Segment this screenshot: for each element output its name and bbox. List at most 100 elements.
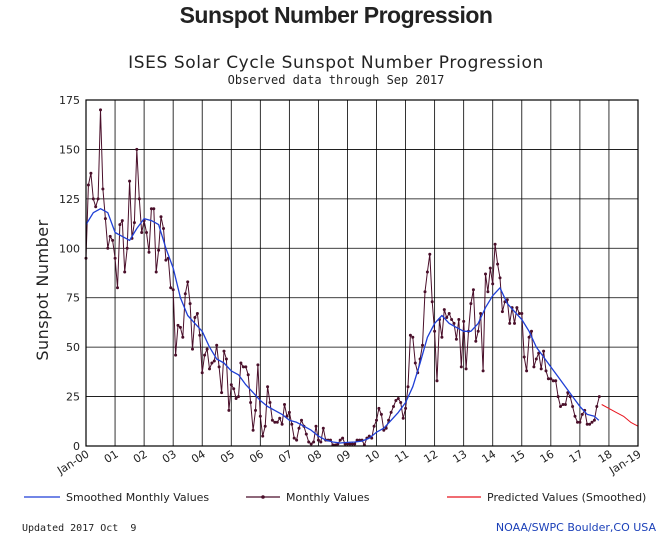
data-point-monthly <box>229 383 233 387</box>
data-point-monthly <box>488 266 492 270</box>
data-point-monthly <box>498 276 502 280</box>
data-point-monthly <box>561 403 565 406</box>
data-point-monthly <box>275 420 279 424</box>
data-point-monthly <box>546 377 550 381</box>
data-point-monthly <box>445 316 449 319</box>
x-tick-label: 06 <box>247 448 266 466</box>
data-point-monthly <box>527 335 531 339</box>
data-point-monthly <box>423 290 427 294</box>
x-tick-label: 09 <box>334 448 353 466</box>
data-point-monthly <box>183 292 187 296</box>
data-point-monthly <box>224 357 228 361</box>
data-point-monthly <box>137 197 141 201</box>
data-point-monthly <box>239 361 243 365</box>
data-point-monthly <box>222 349 226 353</box>
data-point-monthly <box>500 310 504 314</box>
series-line-smoothed <box>85 208 600 444</box>
data-point-monthly <box>532 365 536 369</box>
data-point-monthly <box>355 438 359 442</box>
data-point-monthly <box>193 316 197 319</box>
y-tick-label: 175 <box>59 94 80 107</box>
data-point-monthly <box>212 359 216 363</box>
chart-title: ISES Solar Cycle Sunspot Number Progress… <box>128 53 544 73</box>
data-point-monthly <box>597 395 601 399</box>
data-point-monthly <box>321 426 325 430</box>
data-point-monthly <box>481 369 485 373</box>
data-point-monthly <box>232 387 236 391</box>
x-tick-label: 07 <box>276 448 295 466</box>
data-point-monthly <box>399 401 403 404</box>
data-point-monthly <box>94 205 98 209</box>
data-point-monthly <box>450 318 454 321</box>
data-point-monthly <box>346 442 349 446</box>
x-tick-label: 11 <box>392 448 411 466</box>
data-point-monthly <box>576 420 579 424</box>
data-point-monthly <box>353 442 357 446</box>
data-point-monthly <box>440 335 444 339</box>
data-point-monthly <box>162 227 165 230</box>
data-point-monthly <box>132 221 136 225</box>
x-tick-label: 10 <box>363 448 382 466</box>
data-point-monthly <box>254 408 257 412</box>
legend-label-monthly: Monthly Values <box>286 491 370 504</box>
data-point-monthly <box>534 357 538 361</box>
data-point-monthly <box>433 329 437 333</box>
data-point-monthly <box>203 353 207 357</box>
data-point-monthly <box>338 438 342 442</box>
data-point-monthly <box>568 395 572 399</box>
legend-marker-monthly <box>261 495 265 499</box>
data-point-monthly <box>464 367 468 371</box>
data-point-monthly <box>491 282 495 286</box>
data-point-monthly <box>350 442 354 446</box>
data-point-monthly <box>251 428 255 432</box>
x-tick-label: 04 <box>189 448 208 466</box>
data-point-monthly <box>389 410 393 414</box>
x-tick-label: 08 <box>305 448 324 466</box>
data-point-monthly <box>249 401 253 404</box>
data-point-monthly <box>379 412 383 416</box>
y-axis-ticks: 0 25 50 75 100 125 150 175 <box>59 94 80 453</box>
data-point-monthly <box>283 403 286 406</box>
data-point-monthly <box>401 416 405 420</box>
data-point-monthly <box>592 418 596 422</box>
data-point-monthly <box>96 197 100 201</box>
data-point-monthly <box>307 440 311 444</box>
data-point-monthly <box>454 337 458 341</box>
x-tick-label: 12 <box>421 448 440 466</box>
data-point-monthly <box>319 440 323 444</box>
data-point-monthly <box>341 436 345 440</box>
data-point-monthly <box>116 286 119 290</box>
data-point-monthly <box>171 288 175 292</box>
legend-label-smoothed: Smoothed Monthly Values <box>66 491 209 504</box>
data-point-monthly <box>387 418 391 422</box>
x-tick-label: 16 <box>538 448 557 466</box>
data-point-monthly <box>580 412 584 416</box>
data-point-monthly <box>394 399 398 402</box>
data-point-monthly <box>585 422 589 426</box>
data-point-monthly <box>99 108 102 112</box>
data-point-monthly <box>208 367 211 371</box>
data-point-monthly <box>551 379 555 383</box>
x-tick-label: 15 <box>509 448 528 466</box>
data-point-monthly <box>181 335 185 339</box>
x-axis-ticks: Jan-00 01 02 03 04 05 06 07 08 09 10 11 12 13 14 15 16 17… <box>54 448 643 478</box>
data-point-monthly <box>258 414 262 418</box>
data-point-monthly <box>425 270 429 274</box>
data-point-monthly <box>563 403 567 406</box>
data-point-monthly <box>241 365 245 369</box>
data-point-monthly <box>522 355 526 359</box>
data-point-monthly <box>413 361 417 365</box>
x-tick-label: Jan-19 <box>606 448 643 478</box>
data-point-monthly <box>176 323 180 327</box>
data-point-monthly <box>304 432 308 436</box>
data-point-monthly <box>186 280 190 284</box>
legend-label-predicted: Predicted Values (Smoothed) <box>487 491 646 504</box>
data-point-monthly <box>447 312 451 315</box>
data-point-monthly <box>435 379 439 383</box>
y-tick-label: 100 <box>59 242 80 255</box>
data-point-monthly <box>493 242 497 246</box>
data-point-monthly <box>406 385 410 389</box>
data-point-monthly <box>292 436 296 440</box>
data-point-monthly <box>290 422 294 426</box>
data-point-monthly <box>411 335 415 339</box>
